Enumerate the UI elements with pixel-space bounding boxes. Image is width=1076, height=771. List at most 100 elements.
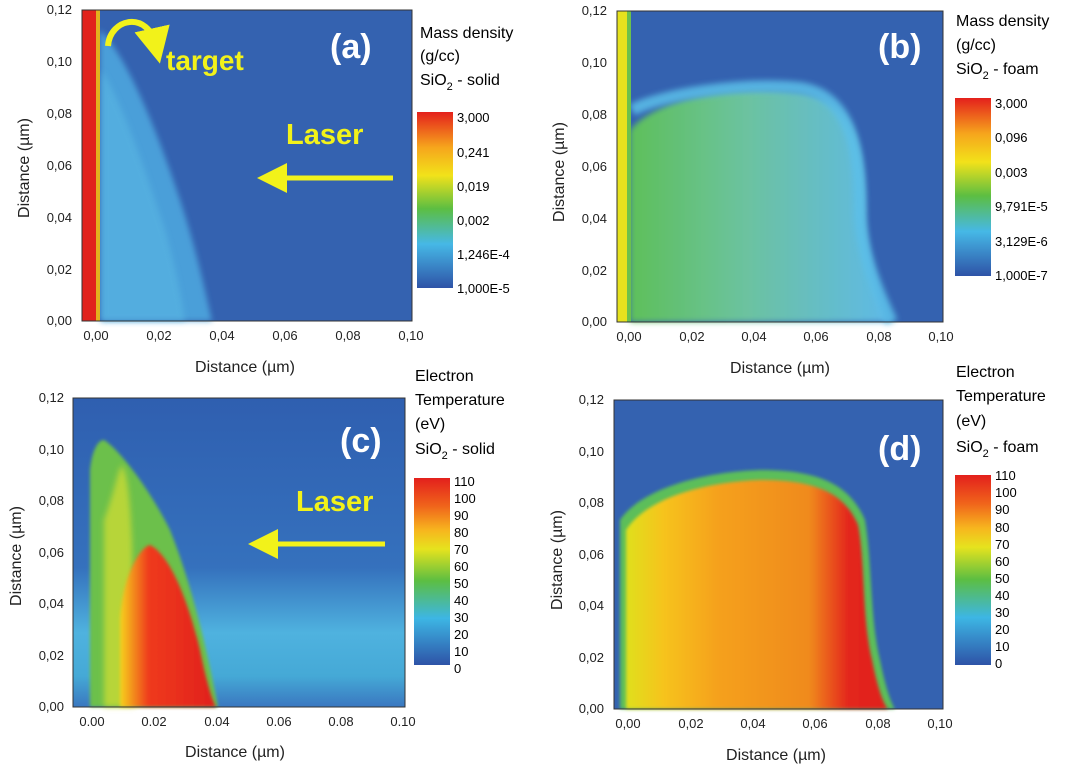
panel-b-foam-region — [630, 89, 890, 322]
panel-b-ytick: 0,04 — [582, 211, 607, 226]
panel-a-plume-core — [102, 70, 185, 321]
colorbar-tick: 0,096 — [995, 130, 1028, 145]
material-label: SiO2 - solid — [415, 441, 495, 462]
panel-c-ytick: 0,12 — [39, 390, 64, 405]
colorbar-gradient — [414, 478, 450, 665]
colorbar-tick: 40 — [454, 593, 468, 608]
colorbar-title-line2: Temperature — [956, 388, 1046, 405]
colorbar-tick: 0,241 — [457, 145, 490, 160]
panel-b-ytick: 0,08 — [582, 107, 607, 122]
panel-a-xtick: 0,06 — [272, 328, 297, 343]
annotation-laser: Laser — [286, 119, 363, 151]
panel-a-ytick: 0,12 — [47, 2, 72, 17]
panel-c-ytick: 0,10 — [39, 442, 64, 457]
panel-a-target-edge — [96, 10, 100, 321]
panel-b-ytick: 0,10 — [582, 55, 607, 70]
panel-b-xlabel: Distance (µm) — [730, 360, 830, 377]
panel-b-ylabel: Distance (µm) — [551, 122, 568, 222]
panel-c-ytick: 0,08 — [39, 493, 64, 508]
panel-d-ytick: 0,08 — [579, 495, 604, 510]
panel-a-ytick: 0,02 — [47, 262, 72, 277]
panel-d-xtick: 0,04 — [740, 716, 765, 731]
colorbar-tick: 60 — [454, 559, 468, 574]
colorbar-units: (g/cc) — [956, 37, 996, 54]
colorbar-units: (eV) — [415, 416, 445, 433]
panel-a-ytick: 0,08 — [47, 106, 72, 121]
panel-c-xtick: 0.00 — [79, 714, 104, 729]
panel-a-plot-area — [81, 9, 413, 322]
colorbar-tick: 90 — [454, 508, 468, 523]
panel-a-xtick: 0,08 — [335, 328, 360, 343]
colorbar-tick: 70 — [995, 537, 1009, 552]
panel-b-plot-area: (b) — [616, 10, 944, 325]
colorbar-units: (eV) — [956, 413, 986, 430]
panel-b-label: (b) — [878, 28, 921, 66]
colorbar-gradient — [955, 98, 991, 276]
panel-a-xtick: 0,04 — [209, 328, 234, 343]
colorbar-tick: 100 — [454, 491, 476, 506]
panel-d-xtick: 0,02 — [678, 716, 703, 731]
colorbar-tick: 80 — [995, 520, 1009, 535]
colorbar-tick: 40 — [995, 588, 1009, 603]
panel-b-ytick: 0,06 — [582, 159, 607, 174]
colorbar-tick: 10 — [454, 644, 468, 659]
colorbar-tick: 50 — [454, 576, 468, 591]
panel-d-ytick: 0,00 — [579, 701, 604, 716]
colorbar-tick: 1,000E-7 — [995, 268, 1048, 283]
colorbar-tick: 0,003 — [995, 165, 1028, 180]
panel-c: (c) Laser 0,12 0,10 0,08 0,06 0,04 0,02 … — [8, 368, 505, 761]
panel-a-xtick: 0,10 — [398, 328, 423, 343]
material-label: SiO2 - foam — [956, 61, 1039, 82]
colorbar-tick: 30 — [995, 605, 1009, 620]
panel-c-xtick: 0.04 — [204, 714, 229, 729]
panel-b-colorbar: Mass density (g/cc) SiO2 - foam 3,000 0,… — [955, 13, 1049, 283]
colorbar-title: Mass density — [956, 13, 1049, 30]
colorbar-tick: 9,791E-5 — [995, 199, 1048, 214]
panel-d: (d) 0,12 0,10 0,08 0,06 0,04 0,02 0,00 0… — [549, 364, 1046, 764]
annotation-laser: Laser — [296, 486, 373, 518]
material-label: SiO2 - foam — [956, 439, 1039, 460]
colorbar-tick: 110 — [995, 468, 1016, 483]
panel-a-xtick: 0,00 — [83, 328, 108, 343]
panel-d-ylabel: Distance (µm) — [549, 510, 566, 610]
panel-a-ytick: 0,06 — [47, 158, 72, 173]
colorbar-title: Mass density — [420, 25, 513, 42]
annotation-target: target — [166, 45, 244, 76]
colorbar-title: Electron — [415, 368, 474, 385]
panel-b-axes: 0,12 0,10 0,08 0,06 0,04 0,02 0,00 0,00 … — [551, 3, 954, 377]
panel-d-xtick: 0,06 — [802, 716, 827, 731]
colorbar-tick: 80 — [454, 525, 468, 540]
panel-c-xlabel: Distance (µm) — [185, 744, 285, 761]
panel-d-xtick: 0,10 — [927, 716, 952, 731]
panel-b: (b) 0,12 0,10 0,08 0,06 0,04 0,02 0,00 0… — [551, 3, 1049, 377]
colorbar-tick: 110 — [454, 474, 475, 489]
colorbar-title-line2: Temperature — [415, 392, 505, 409]
colorbar-gradient — [955, 475, 991, 665]
panel-a-axes: 0,12 0,10 0,08 0,06 0,04 0,02 0,00 0,00 … — [16, 2, 424, 376]
colorbar-tick: 100 — [995, 485, 1017, 500]
colorbar-tick: 1,246E-4 — [457, 247, 510, 262]
colorbar-tick: 0,002 — [457, 213, 490, 228]
colorbar-tick: 30 — [454, 610, 468, 625]
panel-b-shock-front — [629, 80, 898, 325]
panel-d-xlabel: Distance (µm) — [726, 747, 826, 764]
panel-a-annotations: target Laser (a) — [105, 18, 393, 193]
panel-a-xtick: 0,02 — [146, 328, 171, 343]
panel-d-axes: 0,12 0,10 0,08 0,06 0,04 0,02 0,00 0,00 … — [549, 392, 953, 764]
panel-d-ytick: 0,04 — [579, 598, 604, 613]
colorbar-tick: 90 — [995, 502, 1009, 517]
curved-arrow-icon — [105, 18, 170, 64]
panel-b-ytick: 0,00 — [582, 314, 607, 329]
panel-c-ytick: 0,06 — [39, 545, 64, 560]
colorbar-tick: 3,000 — [457, 110, 490, 125]
panel-d-ytick: 0,12 — [579, 392, 604, 407]
panel-b-xtick: 0,02 — [679, 329, 704, 344]
panel-a-ytick: 0,00 — [47, 313, 72, 328]
panel-c-xtick: 0.02 — [141, 714, 166, 729]
panel-c-xtick: 0.10 — [390, 714, 415, 729]
colorbar-tick: 0 — [454, 661, 461, 676]
colorbar-tick: 3,000 — [995, 96, 1028, 111]
panel-a-label: (a) — [330, 28, 372, 66]
colorbar-tick: 50 — [995, 571, 1009, 586]
colorbar-tick: 0,019 — [457, 179, 490, 194]
